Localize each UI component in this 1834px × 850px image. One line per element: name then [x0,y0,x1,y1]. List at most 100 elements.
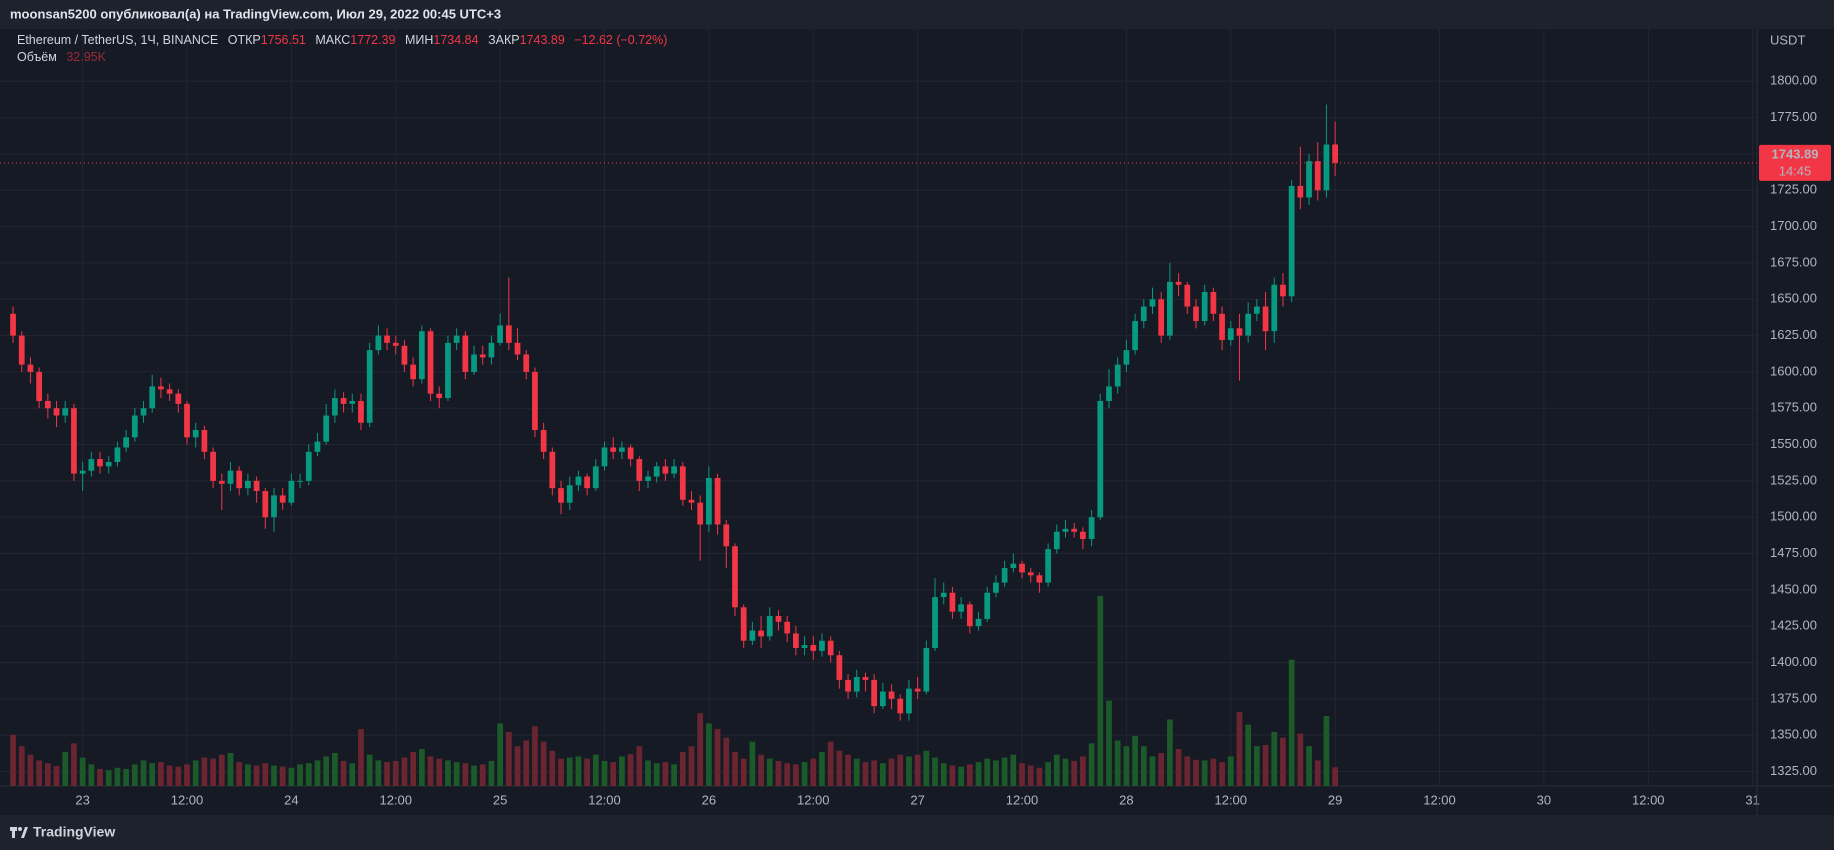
candle-body [1306,161,1312,198]
volume-bar [1219,762,1225,786]
candle-body [653,466,660,477]
y-tick-label: 1500.00 [1770,509,1817,524]
x-tick-label: 26 [702,792,716,807]
candle-body [297,480,303,482]
candle-body [1332,144,1339,163]
candle-body [1184,284,1191,307]
volume-bar [1332,767,1339,786]
volume-bar [827,741,834,786]
candle-body [984,592,991,619]
volume-bar [401,757,408,786]
volume-bar [1280,737,1286,786]
volume-bar [1071,760,1078,786]
volume-bar [288,767,295,786]
volume-bar [592,754,599,786]
candle-body [1323,144,1330,191]
volume-bar [758,754,764,786]
candle-body [758,630,764,637]
candle-body [775,616,782,622]
currency: USDT [1770,32,1805,47]
volume-bar [175,766,182,786]
volume-bar [1080,756,1086,786]
volume-bar [479,764,486,786]
volume-bar [358,729,364,786]
candle-body [619,447,625,452]
x-tick-label: 12:00 [1423,792,1456,807]
x-tick-label: 25 [493,792,507,807]
x-tick-label: 12:00 [1214,792,1247,807]
y-tick-label: 1475.00 [1770,545,1817,560]
candle-body [10,313,16,336]
x-tick-label: 24 [284,792,298,807]
volume-bar [384,762,390,786]
candle-body [532,371,538,431]
candle-body [1019,563,1025,573]
volume-bar [845,754,851,786]
candle-body [827,640,834,656]
volume-bar [297,764,303,786]
volume-bar [1149,756,1156,786]
volume-bar [1045,762,1051,786]
volume-bar [184,764,190,786]
y-tick-label: 1700.00 [1770,218,1817,233]
candle-body [627,447,634,460]
volume-bar [906,756,912,786]
candle-body [810,645,817,651]
candle-body [523,354,530,372]
candle-body [871,679,878,707]
candle-body [479,354,486,358]
legend-value: 1756.51 [261,33,306,47]
x-tick-label: 30 [1537,792,1551,807]
volume-bar [227,753,234,786]
volume-bar [332,753,338,786]
volume-bar [392,760,399,786]
x-tick-label: 12:00 [1006,792,1039,807]
candle-body [1140,306,1147,322]
x-tick-label: 27 [910,792,924,807]
volume-bar [575,756,582,786]
candle-body [1193,306,1199,322]
x-tick-label: 12:00 [171,792,204,807]
candle-body [766,616,773,637]
volume-bar [140,760,147,786]
candle-body [1106,386,1112,401]
y-tick-label: 1400.00 [1770,654,1817,669]
volume-bar [697,713,704,786]
volume-bar [740,758,747,786]
volume-bar [871,760,878,786]
volume-bar [201,757,208,786]
candle-body [53,408,60,416]
x-tick-label: 12:00 [797,792,830,807]
volume-bar [166,765,173,786]
candle-body [131,415,138,438]
candle-body [1045,549,1051,583]
volume-bar [732,751,738,786]
volume-bar [1123,746,1130,786]
volume-bar [792,764,799,786]
candle-body [706,477,712,525]
candle-body [1080,531,1086,539]
candle-body [236,470,243,489]
volume-bar [940,763,947,786]
legend-value: 1743.89 [520,33,565,47]
y-tick-label: 1650.00 [1770,291,1817,306]
candle-body [923,647,930,692]
candle-body [262,491,269,518]
chart-background [0,29,1834,815]
candle-body [149,386,156,409]
candle-body [1262,306,1269,332]
volume-bar [62,751,69,786]
volume-bar [79,757,86,786]
volume-bar [1088,743,1095,786]
volume-bar [497,723,504,786]
volume-bar [662,762,669,786]
volume-bar [418,749,425,786]
candle-body [1158,299,1165,336]
candle-body [227,470,234,484]
volume-bar [888,758,895,786]
candle-body [62,408,69,416]
candle-body [749,630,756,641]
volume-bar [488,760,495,786]
volume-bar [236,762,243,786]
volume-bar [1253,746,1260,786]
